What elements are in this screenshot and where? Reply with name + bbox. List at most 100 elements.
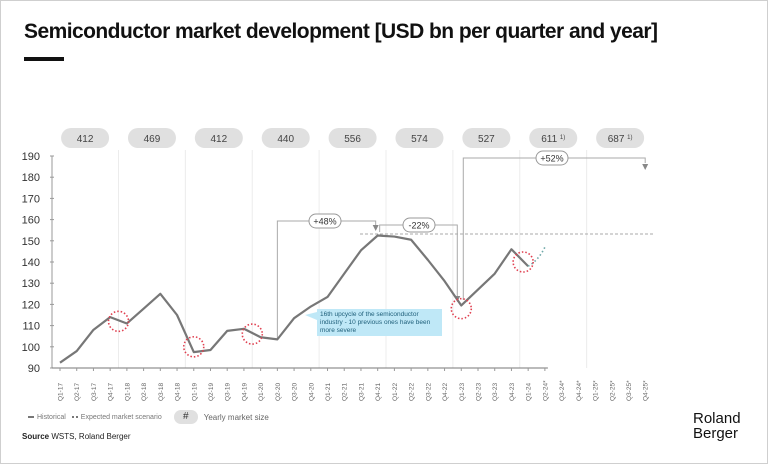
footnote-marker: 1) (627, 135, 632, 141)
yearly-size-pill (261, 128, 310, 148)
annotation-plus48-label: +48% (313, 217, 336, 227)
annotation-minus22-label: -22% (408, 221, 429, 231)
x-tick-label: Q2-20 (275, 383, 282, 401)
x-tick-label: Q2-21 (342, 383, 349, 401)
y-tick-label: 140 (22, 257, 40, 269)
source-note: Source WSTS, Roland Berger (22, 432, 131, 441)
legend-expected: Expected market scenario (71, 413, 162, 421)
x-tick-label: Q1-25* (593, 380, 600, 401)
y-tick-label: 120 (22, 299, 40, 311)
y-tick-label: 150 (22, 236, 40, 248)
x-tick-label: Q1-22 (392, 383, 399, 401)
legend: Historical Expected market scenario # Ye… (28, 410, 269, 424)
x-tick-label: Q2-25* (609, 380, 616, 401)
x-tick-label: Q1-18 (124, 383, 131, 401)
y-tick-label: 130 (22, 278, 40, 290)
y-tick-label: 160 (22, 215, 40, 227)
yearly-size-label: 574 (411, 134, 428, 145)
x-tick-label: Q4-25* (643, 380, 650, 401)
x-tick-label: Q2-19 (208, 383, 215, 401)
dip-highlight-circle (512, 251, 534, 273)
title-underline (24, 57, 64, 61)
annotation-plus52-badge (535, 150, 569, 166)
yearly-size-label: 527 (478, 134, 495, 145)
legend-pill: # (173, 410, 198, 424)
y-tick-label: 90 (28, 363, 40, 375)
yearly-size-pill (127, 128, 176, 148)
x-tick-label: Q4-17 (108, 383, 115, 401)
yearly-size-pill (61, 128, 110, 148)
x-tick-label: Q3-23 (492, 383, 499, 401)
legend-historical-label: Historical (37, 413, 66, 421)
x-tick-label: Q1-19 (191, 383, 198, 401)
solid-line-icon (28, 415, 34, 418)
x-tick-label: Q4-21 (375, 383, 382, 401)
page-title: Semiconductor market development [USD bn… (24, 20, 658, 43)
yearly-size-label: 412 (77, 134, 94, 145)
x-tick-label: Q4-23 (509, 383, 516, 401)
dip-highlight-circle (241, 323, 264, 345)
x-tick-label: Q4-19 (241, 383, 248, 401)
yearly-size-value: 611 (541, 134, 560, 145)
yearly-size-pill (462, 128, 511, 148)
logo-line-1: Roland (693, 410, 741, 427)
dip-highlight-circle (182, 335, 205, 358)
yearly-size-label: 469 (144, 134, 161, 145)
x-tick-label: Q1-17 (58, 383, 65, 401)
x-tick-label: Q3-17 (91, 383, 98, 401)
yearly-size-value: 687 (608, 134, 627, 145)
x-tick-label: Q4-20 (308, 383, 315, 401)
x-tick-label: Q3-21 (358, 383, 365, 401)
yearly-size-label: 687 1) (608, 134, 633, 145)
legend-yearly-label: Yearly market size (203, 412, 269, 422)
x-tick-label: Q1-23 (459, 383, 466, 401)
source-label: Source (22, 432, 50, 441)
x-tick-label: Q3-24* (559, 380, 566, 401)
y-tick-label: 190 (22, 151, 40, 163)
x-tick-label: Q3-18 (158, 383, 165, 401)
expected-series-line (527, 246, 546, 267)
footnote-marker: 1) (560, 135, 565, 141)
yearly-size-label: 611 1) (541, 134, 565, 145)
yearly-size-pill (194, 128, 243, 148)
x-tick-label: Q2-22 (409, 383, 416, 401)
dotted-line-icon (71, 415, 78, 418)
annotation-minus22-badge (402, 217, 436, 233)
x-tick-label: Q2-17 (74, 383, 81, 401)
x-tick-label: Q2-18 (141, 383, 148, 401)
dip-highlight-circle (107, 310, 130, 333)
x-tick-label: Q4-22 (442, 383, 449, 401)
annotation-plus52-label: +52% (540, 154, 563, 164)
y-tick-label: 170 (22, 193, 40, 205)
x-tick-label: Q1-24 (526, 383, 533, 401)
arrow-icon (642, 164, 649, 170)
x-tick-label: Q3-19 (225, 383, 232, 401)
x-tick-label: Q3-22 (425, 383, 432, 401)
yearly-size-pill (596, 128, 645, 148)
yearly-size-pill (395, 128, 444, 148)
yearly-size-label: 440 (277, 134, 294, 145)
yearly-size-pill (328, 128, 377, 148)
annotation-plus48-badge (308, 213, 342, 229)
x-tick-label: Q3-20 (292, 383, 299, 401)
dip-highlight-circle (450, 297, 473, 320)
roland-berger-logo: Roland Berger (693, 411, 741, 441)
y-tick-label: 110 (22, 321, 40, 333)
x-tick-label: Q2-23 (476, 383, 483, 401)
source-text: WSTS, Roland Berger (51, 432, 131, 441)
legend-historical: Historical (28, 414, 66, 421)
x-tick-label: Q2-24* (542, 380, 549, 401)
x-tick-label: Q4-24* (576, 380, 583, 401)
legend-expected-label: Expected market scenario (80, 413, 162, 421)
yearly-size-label: 556 (344, 134, 361, 145)
yearly-size-label: 412 (210, 134, 227, 145)
yearly-size-pill (529, 128, 578, 148)
y-tick-label: 180 (22, 172, 40, 184)
logo-line-2: Berger (693, 425, 739, 442)
x-tick-label: Q3-25* (626, 380, 633, 401)
x-tick-label: Q4-18 (175, 383, 182, 401)
x-tick-label: Q1-21 (325, 383, 332, 401)
arrow-icon (372, 225, 379, 231)
x-tick-label: Q1-20 (258, 383, 265, 401)
